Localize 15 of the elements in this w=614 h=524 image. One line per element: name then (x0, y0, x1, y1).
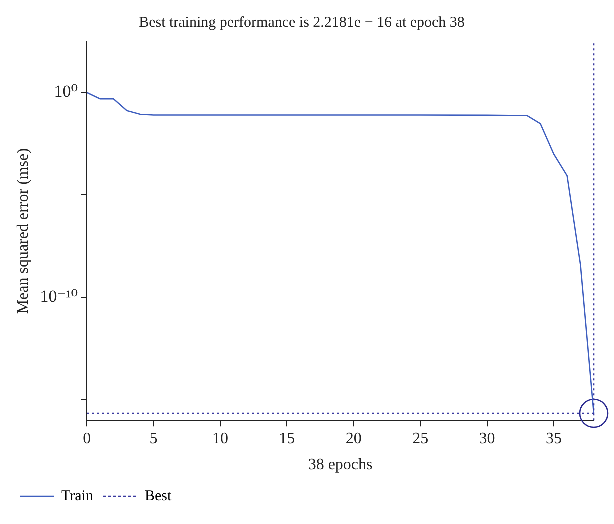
legend-label: Best (144, 488, 172, 504)
y-axis-title: Mean squared error (mse) (14, 148, 32, 314)
x-tick-label: 10 (212, 430, 228, 448)
x-tick-label: 0 (83, 430, 92, 448)
x-tick-label: 35 (546, 430, 562, 448)
chart-title: Best training performance is 2.2181e − 16 at epoch 38 (139, 14, 465, 31)
y-tick-label: 10⁻¹⁰ (40, 287, 78, 306)
x-axis-title: 38 epochs (308, 456, 373, 474)
x-tick-label: 15 (279, 430, 296, 448)
y-tick-label: 10⁰ (54, 82, 78, 102)
x-tick-label: 5 (150, 430, 158, 448)
x-tick-label: 25 (412, 430, 429, 448)
legend-label: Train (62, 488, 94, 504)
x-tick-label: 20 (346, 430, 362, 448)
x-tick-label: 30 (479, 430, 496, 448)
